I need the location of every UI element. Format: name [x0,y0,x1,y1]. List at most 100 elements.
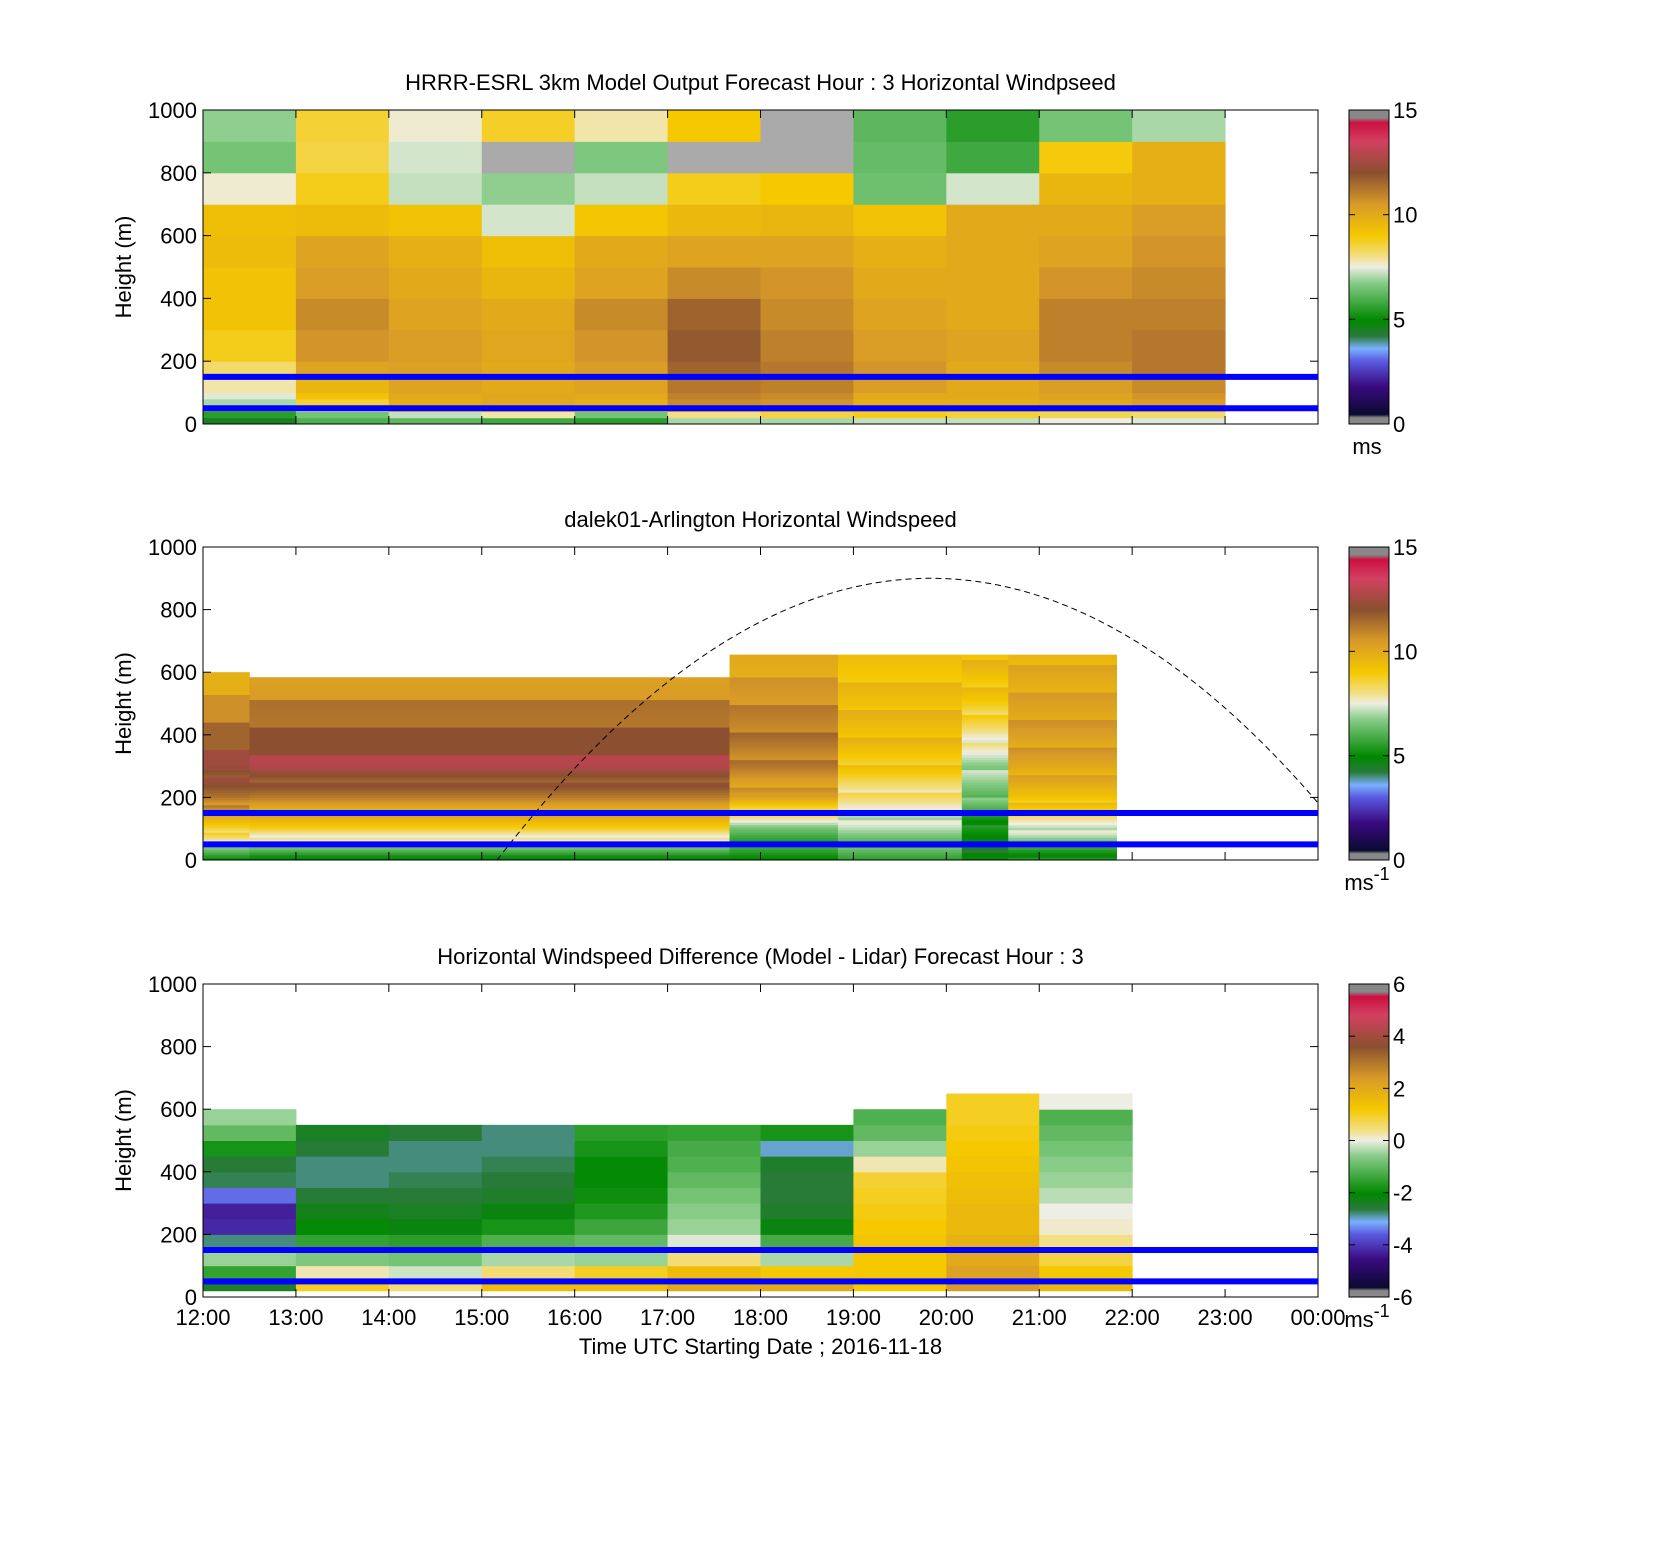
lidar-cell [729,829,839,833]
colorbar [1348,983,1390,1298]
lidar-cell [837,662,963,665]
model-cell [1132,267,1226,299]
lidar-cell [249,722,730,726]
lidar-cell [961,847,1009,851]
lidar-cell [729,789,839,793]
model-cell [667,376,761,394]
lidar-cell [961,774,1009,778]
diff-cell [1039,1156,1133,1173]
diff-cell [203,1140,297,1157]
model-cell [1132,204,1226,237]
diff-cell [1039,1218,1133,1235]
lidar-cell [203,709,250,713]
lidar-cell [729,824,839,828]
lidar-cell [203,832,250,836]
y-tick-label: 400 [160,1160,197,1185]
lidar-cell [1008,782,1117,786]
model-cell [1039,141,1133,174]
model-cell [667,298,761,331]
lidar-cell [961,782,1009,786]
lidar-cell [729,707,839,711]
lidar-cell [961,679,1009,683]
lidar-cell [729,772,839,776]
lidar-cell [1008,757,1117,761]
lidar-cell [249,717,730,721]
diff-cell [667,1281,761,1292]
lidar-cell [837,679,963,683]
dashed-curve [496,577,1318,861]
diff-cell [853,1218,947,1235]
lidar-cell [837,784,963,788]
lidar-cell [729,752,839,756]
lidar-cell [249,787,730,791]
lidar-cell [837,849,963,853]
model-cell [946,361,1040,378]
lidar-cell [1008,752,1117,756]
lidar-cell [729,677,839,681]
lidar-cell [203,767,250,771]
lidar-cell [249,694,730,698]
x-tick-label: 12:00 [175,1305,230,1330]
x-tick-label: 15:00 [454,1305,509,1330]
model-cell [667,398,761,406]
lidar-cell [203,757,250,761]
lidar-cell [249,804,730,808]
lidar-cell [961,794,1009,798]
diff-cell [295,1218,390,1235]
diff-cell [667,1218,761,1235]
model-cell [295,398,390,406]
lidar-cell [249,819,730,823]
diff-cell [667,1124,761,1141]
model-cell [203,141,297,174]
lidar-cell [961,779,1009,783]
lidar-cell [1008,832,1117,836]
lidar-cell [1008,799,1117,803]
model-cell [203,411,297,419]
y-tick-label: 200 [160,349,197,374]
lidar-cell [961,729,1009,733]
lidar-cell [837,797,963,801]
model-cell [853,267,947,299]
model-cell [481,141,576,174]
lidar-cell [729,694,839,698]
lidar-cell [203,727,250,731]
lidar-cell [729,729,839,733]
lidar-cell [203,847,250,851]
colorbar-unit: ms [1352,434,1381,459]
model-cell [946,172,1040,205]
lidar-cell [837,754,963,758]
lidar-cell [729,852,839,856]
lidar-cell [203,717,250,721]
lidar-cell [1008,857,1117,861]
lidar-cell [729,817,839,821]
model-cell [295,329,390,362]
model-cell [574,298,669,331]
lidar-cell [729,679,839,683]
model-cell [574,267,669,299]
lidar-cell [837,734,963,738]
model-cell [946,204,1040,237]
lidar-cell [249,762,730,766]
model-cell [853,361,947,378]
colorbar-tick-label: 2 [1393,1076,1405,1101]
model-cell [1039,417,1133,425]
colorbar-tick-label: 0 [1393,848,1405,873]
x-tick-label: 21:00 [1012,1305,1067,1330]
lidar-cell [837,709,963,713]
lidar-cell [961,709,1009,713]
diff-cell [853,1187,947,1204]
lidar-cell [203,854,250,858]
model-cell [481,376,576,394]
lidar-cell [249,764,730,768]
lidar-cell [837,697,963,701]
panel-model: 0 200 400 600 800 1000 HRRR-ESRL 3km Model Out… [111,70,1417,459]
lidar-cell [203,704,250,708]
lidar-cell [1008,682,1117,686]
model-cell [1039,329,1133,362]
diff-cell [203,1265,297,1282]
lidar-cell [729,792,839,796]
model-cell [388,204,483,237]
lidar-cell [249,727,730,731]
lidar-cell [1008,827,1117,831]
diff-cell [481,1265,576,1282]
